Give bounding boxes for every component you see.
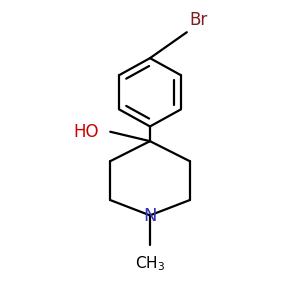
Text: CH$_3$: CH$_3$ (135, 254, 165, 273)
Text: Br: Br (190, 11, 208, 29)
Text: HO: HO (73, 123, 98, 141)
Text: N: N (143, 207, 157, 225)
